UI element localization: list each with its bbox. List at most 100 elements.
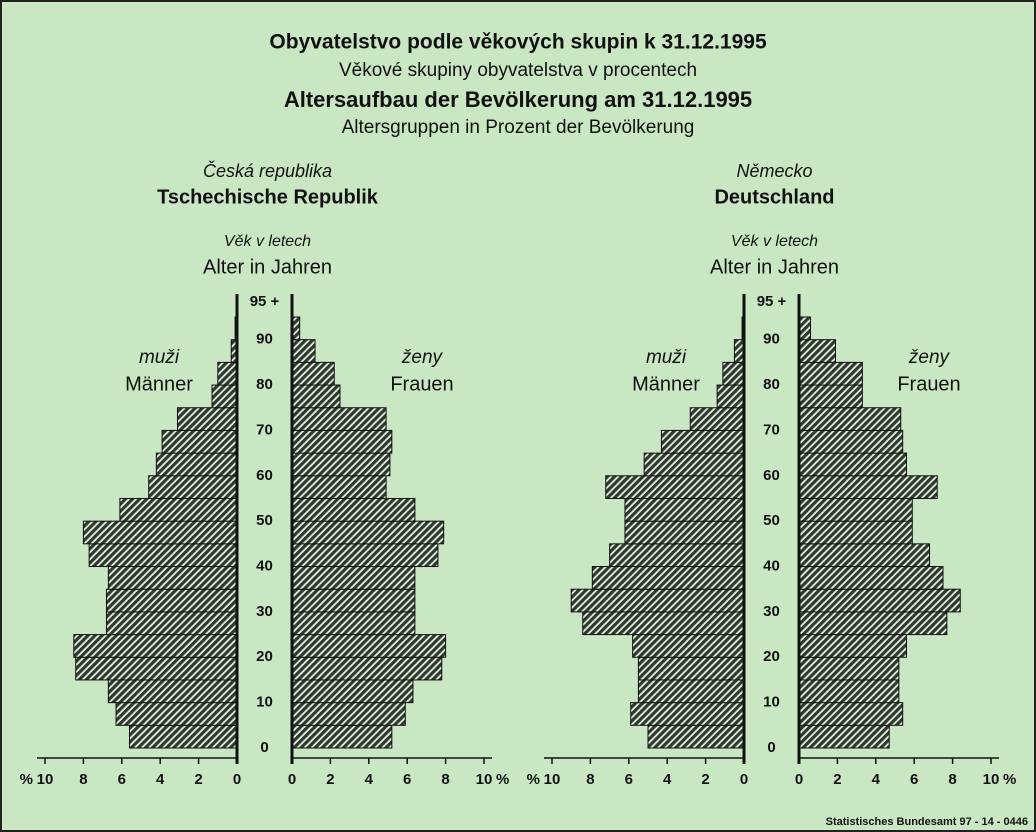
bar bbox=[291, 634, 447, 658]
bar bbox=[798, 702, 904, 726]
bar bbox=[291, 566, 416, 590]
bar bbox=[609, 543, 745, 568]
bar bbox=[291, 611, 416, 636]
x-tick-label: 8 bbox=[79, 771, 87, 788]
y-tick-label: 90 bbox=[763, 331, 780, 348]
x-tick-label: 4 bbox=[365, 771, 374, 788]
y-tick-label: 20 bbox=[763, 648, 780, 665]
y-tick-label: 0 bbox=[260, 739, 268, 756]
y-axis-label: Alter in Jahren bbox=[710, 256, 839, 278]
bar bbox=[291, 543, 439, 568]
bar bbox=[798, 407, 902, 431]
bar bbox=[291, 588, 416, 613]
legend-label: Männer bbox=[125, 373, 193, 395]
bar bbox=[82, 520, 238, 545]
y-axis-label: Alter in Jahren bbox=[203, 256, 332, 278]
x-tick-label: 8 bbox=[586, 771, 594, 788]
chart-subtitle: Česká republika bbox=[203, 160, 332, 181]
y-tick-label: 40 bbox=[256, 557, 273, 574]
bar bbox=[798, 497, 913, 522]
x-tick-label: 8 bbox=[441, 771, 449, 788]
bar bbox=[798, 634, 908, 658]
bar bbox=[647, 724, 745, 749]
bar bbox=[105, 588, 238, 613]
x-tick-label: 2 bbox=[194, 771, 202, 788]
legend-label: Frauen bbox=[390, 373, 453, 395]
title: Altersaufbau der Bevölkerung am 31.12.19… bbox=[284, 87, 752, 112]
bar bbox=[798, 452, 908, 477]
bar bbox=[591, 566, 745, 590]
bar bbox=[155, 452, 238, 477]
bar bbox=[798, 316, 812, 341]
bar bbox=[798, 566, 944, 590]
x-tick-label: 10 bbox=[983, 771, 1000, 788]
y-tick-label: 30 bbox=[763, 603, 780, 620]
title: Obyvatelstvo podle věkových skupin k 31.… bbox=[269, 31, 767, 54]
y-tick-label: 60 bbox=[763, 467, 780, 484]
x-tick-label: 0 bbox=[233, 771, 241, 788]
legend-label: muži bbox=[139, 347, 180, 368]
subtitle: Altersgruppen in Prozent der Bevölkerung bbox=[342, 117, 695, 138]
bar bbox=[211, 384, 238, 409]
bar bbox=[660, 429, 745, 454]
bar bbox=[624, 497, 745, 522]
bar bbox=[115, 702, 238, 726]
x-tick-label: 6 bbox=[625, 771, 633, 788]
legend-label: muži bbox=[646, 347, 687, 368]
bar bbox=[291, 452, 391, 477]
chart-title: Tschechische Republik bbox=[157, 186, 379, 208]
bar bbox=[291, 520, 445, 545]
bar bbox=[798, 656, 900, 681]
bar bbox=[689, 407, 745, 431]
bar bbox=[291, 497, 416, 522]
bar bbox=[291, 339, 316, 363]
bar bbox=[291, 702, 406, 726]
bar bbox=[637, 656, 745, 681]
bar bbox=[637, 679, 745, 704]
x-tick-label: 10 bbox=[476, 771, 493, 788]
bar bbox=[798, 679, 900, 704]
bar bbox=[176, 407, 238, 431]
bar bbox=[291, 656, 443, 681]
bar bbox=[291, 724, 393, 749]
bar bbox=[291, 475, 387, 499]
bar bbox=[217, 361, 238, 386]
y-tick-label: 50 bbox=[763, 512, 780, 529]
x-tick-label: 6 bbox=[403, 771, 411, 788]
x-tick-label: 2 bbox=[833, 771, 841, 788]
bar bbox=[107, 679, 238, 704]
bar bbox=[291, 679, 414, 704]
y-tick-label: 10 bbox=[256, 694, 273, 711]
y-tick-label: 90 bbox=[256, 331, 273, 348]
x-tick-label: 6 bbox=[118, 771, 126, 788]
x-axis-label: % bbox=[496, 771, 509, 788]
bar bbox=[291, 384, 341, 409]
legend-label: ženy bbox=[908, 347, 951, 368]
bar bbox=[582, 611, 745, 636]
y-tick-label: 60 bbox=[256, 467, 273, 484]
bar bbox=[798, 520, 913, 545]
bar bbox=[148, 475, 238, 499]
y-tick-label: 70 bbox=[256, 421, 273, 438]
bar bbox=[73, 634, 238, 658]
bar bbox=[798, 543, 931, 568]
bar bbox=[798, 361, 863, 386]
bar bbox=[798, 724, 890, 749]
legend-label: Frauen bbox=[897, 373, 960, 395]
bar bbox=[722, 361, 745, 386]
bar bbox=[291, 407, 387, 431]
x-axis-label: % bbox=[1003, 771, 1016, 788]
x-tick-label: 2 bbox=[326, 771, 334, 788]
bar bbox=[570, 588, 745, 613]
bar bbox=[161, 429, 238, 454]
bar bbox=[798, 588, 961, 613]
bar bbox=[128, 724, 238, 749]
x-tick-label: 6 bbox=[910, 771, 918, 788]
bar bbox=[716, 384, 745, 409]
legend-label: ženy bbox=[401, 347, 444, 368]
bar bbox=[798, 384, 863, 409]
x-axis-label: % bbox=[527, 771, 540, 788]
bar bbox=[88, 543, 238, 568]
x-tick-label: 2 bbox=[701, 771, 709, 788]
x-tick-label: 0 bbox=[795, 771, 803, 788]
